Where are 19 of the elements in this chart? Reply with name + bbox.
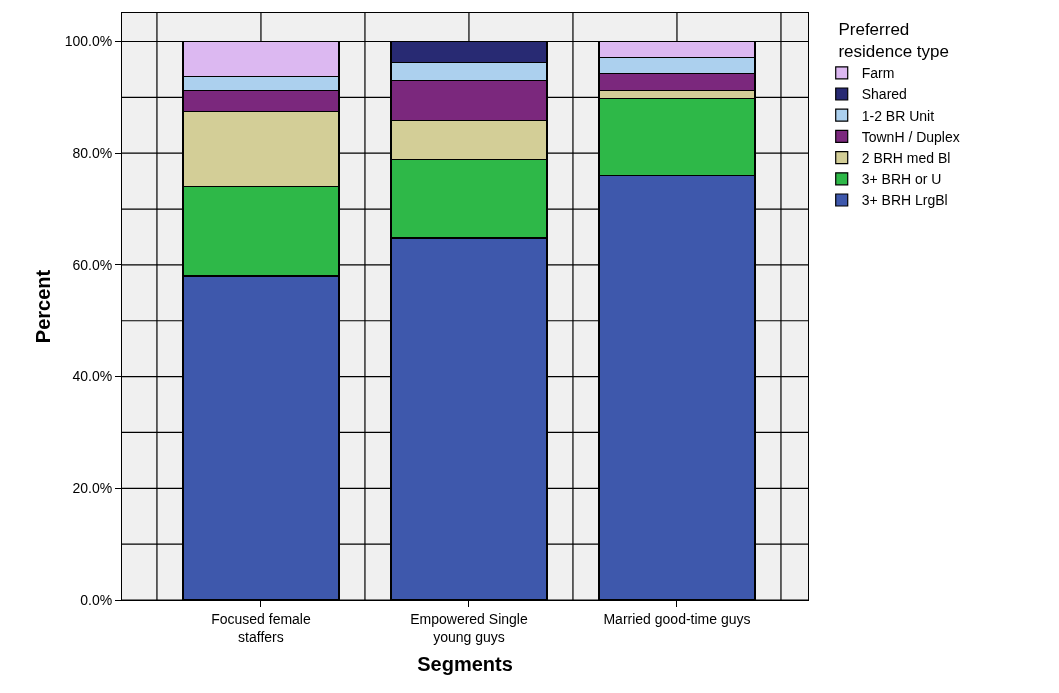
legend-title: Preferred residence type <box>838 20 950 62</box>
x-tick-label: Focused female staffers <box>211 610 311 645</box>
y-tick-label: 60.0% <box>72 256 113 273</box>
legend-label: Farm <box>861 65 895 82</box>
y-tick-label: 0.0% <box>80 591 113 608</box>
y-tick-label: 80.0% <box>72 145 113 162</box>
legend-label: 3+ BRH LrgBl <box>861 192 948 209</box>
x-axis-title: Segments <box>417 652 513 675</box>
y-axis-title: Percent <box>32 269 55 344</box>
legend-label: Shared <box>861 86 907 103</box>
y-tick-label: 40.0% <box>72 368 113 385</box>
x-tick-label: Married good-time guys <box>603 610 751 627</box>
legend-label: 3+ BRH or U <box>861 171 942 188</box>
x-tick-label: Empowered Single young guys <box>410 610 528 645</box>
y-tick-label: 20.0% <box>72 480 113 497</box>
legend-label: 2 BRH med Bl <box>861 150 951 167</box>
legend-label: TownH / Duplex <box>861 128 960 145</box>
legend-label: 1-2 BR Unit <box>861 107 935 124</box>
y-tick-label: 100.0% <box>64 33 113 50</box>
